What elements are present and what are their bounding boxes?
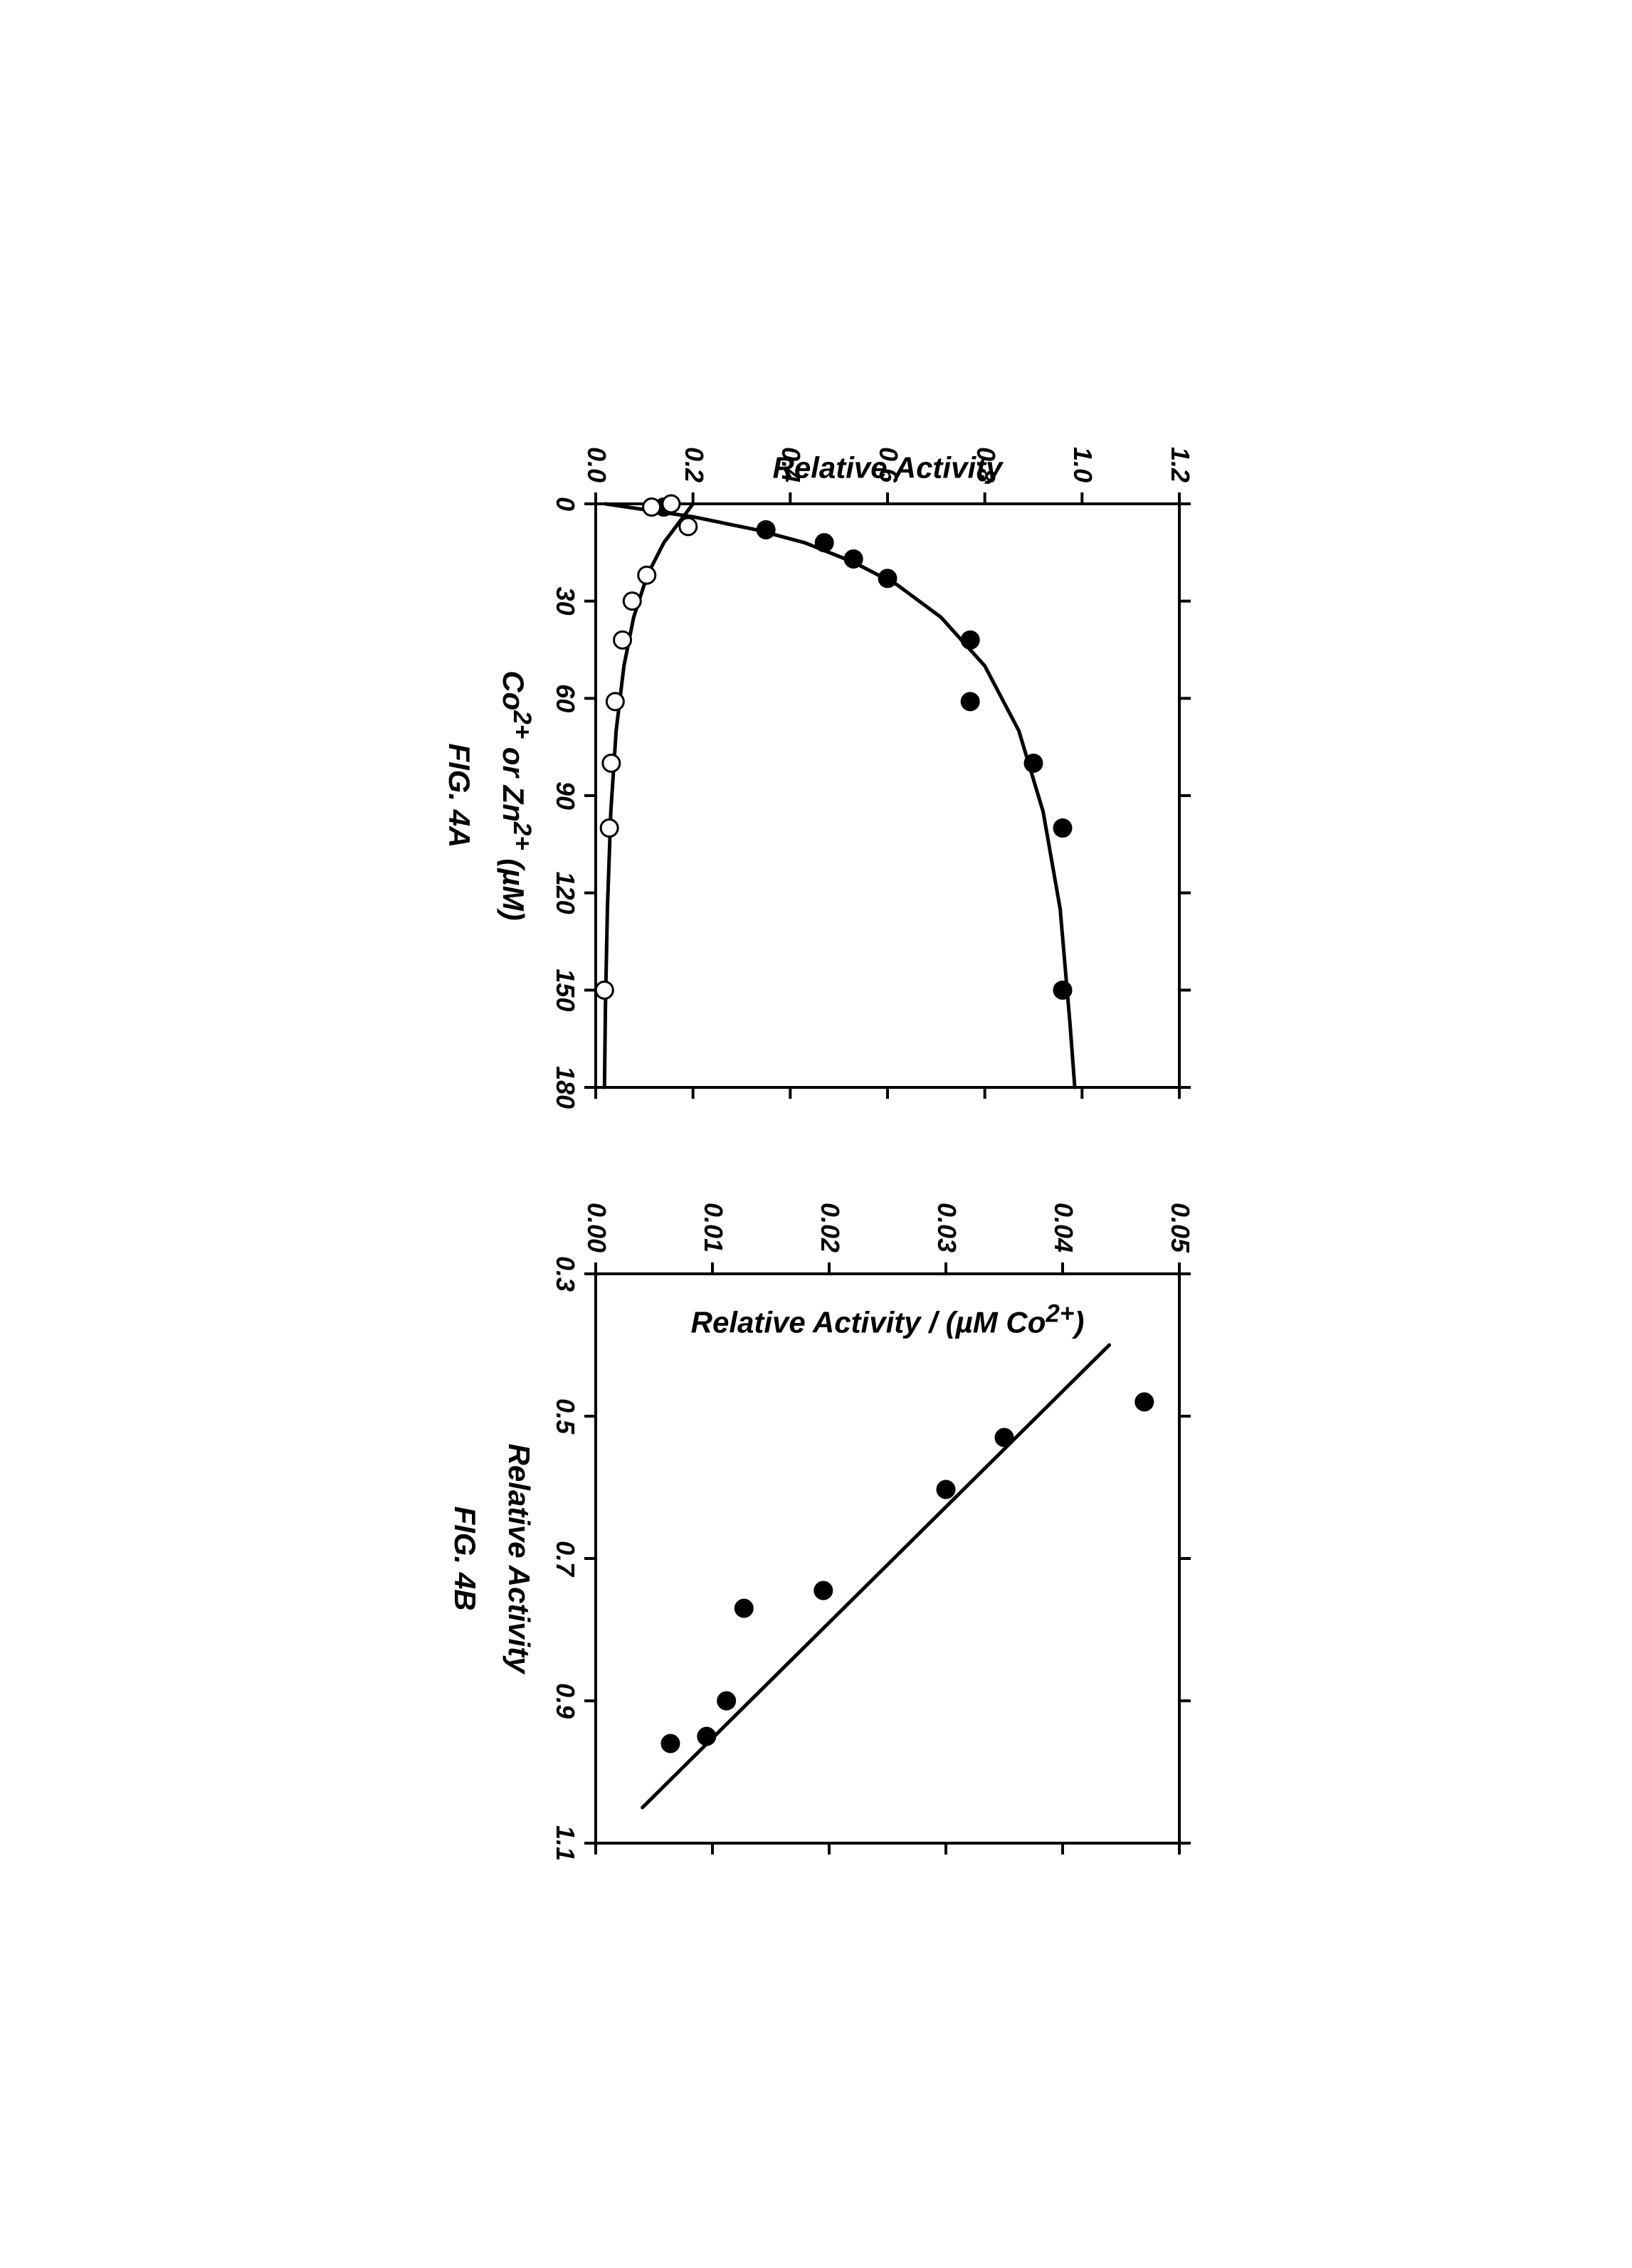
y-tick-label: 1.0	[1068, 446, 1097, 482]
x-axis-label: Co2+ or Zn2+ (µM)	[496, 670, 536, 920]
x-tick-label: 60	[550, 684, 580, 712]
x-tick-label: 0.3	[550, 1255, 580, 1291]
x-tick-labels: 0306090120150180	[549, 492, 584, 1099]
x-tick-label: 1.1	[550, 1825, 580, 1860]
chart-svg	[584, 492, 1191, 1099]
chart-panel: 0.000.010.020.030.040.05Relative Activit…	[442, 1184, 1191, 1855]
y-axis-label: Relative Activity	[772, 450, 1002, 485]
x-tick-label: 0.7	[550, 1540, 580, 1576]
x-tick-label: 0	[550, 496, 580, 510]
y-tick-label: 0.02	[815, 1202, 845, 1252]
y-tick-label: 0.03	[932, 1202, 962, 1252]
y-tick-label: 0.2	[678, 446, 708, 482]
x-tick-label: 120	[550, 871, 580, 914]
y-tick-label: 0.00	[581, 1202, 611, 1252]
y-axis-label: Relative Activity / (µM Co2+)	[690, 1299, 1084, 1339]
y-tick-labels: 0.000.010.020.030.040.05	[584, 1184, 1191, 1262]
x-tick-label: 90	[550, 781, 580, 809]
y-tick-label: 0.05	[1165, 1202, 1195, 1252]
x-tick-label: 0.9	[550, 1682, 580, 1718]
x-tick-label: 0.5	[550, 1398, 580, 1433]
figure-caption: FIG. 4B	[448, 1506, 482, 1610]
x-tick-labels: 0.30.50.70.91.1	[549, 1262, 584, 1855]
x-tick-label: 30	[550, 586, 580, 615]
figure-page: 0.00.20.40.60.81.01.2Relative Activity03…	[399, 371, 1233, 1897]
x-tick-label: 180	[550, 1065, 580, 1108]
plot-area: Relative Activity / (µM Co2+)	[584, 1262, 1191, 1855]
chart-svg	[584, 1262, 1191, 1855]
x-axis-label: Relative Activity	[502, 1443, 536, 1673]
figure-caption: FIG. 4A	[442, 743, 476, 848]
y-tick-label: 0.01	[698, 1202, 728, 1252]
plot-area: Relative Activity	[584, 492, 1191, 1099]
y-tick-label: 0.04	[1048, 1202, 1078, 1252]
y-tick-label: 1.2	[1165, 446, 1195, 482]
chart-panel: 0.00.20.40.60.81.01.2Relative Activity03…	[442, 414, 1191, 1099]
x-tick-label: 150	[550, 969, 580, 1011]
y-tick-label: 0.0	[581, 446, 611, 482]
